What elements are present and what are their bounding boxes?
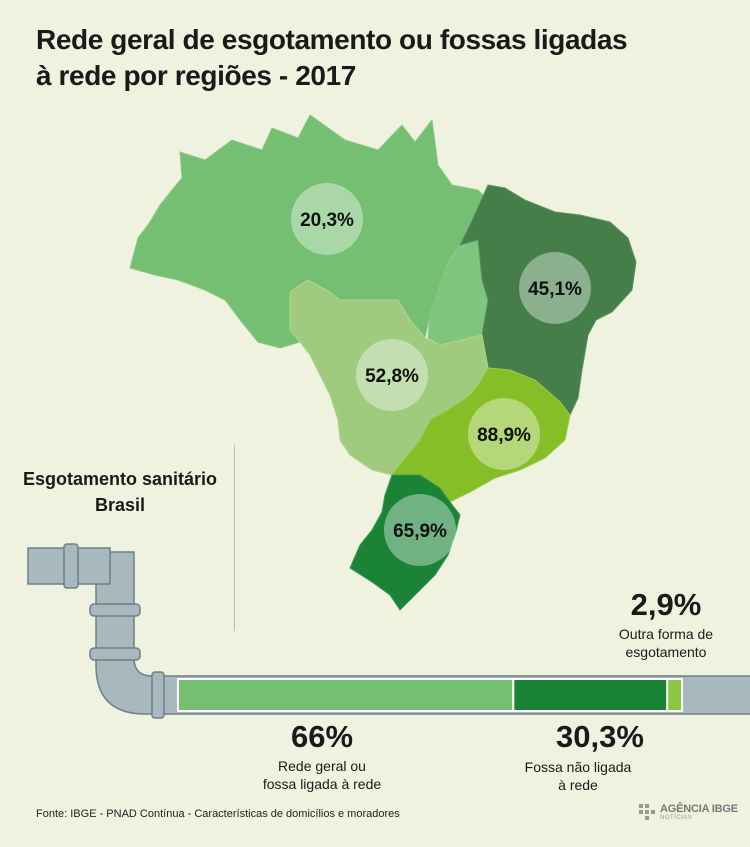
category-fossa-line-1: Fossa não ligada (524, 759, 632, 775)
brasil-title-line-2: Brasil (94, 495, 146, 515)
category-rede-line-1: Rede geral ou (278, 758, 366, 774)
label-nordeste: 45,1% (519, 252, 591, 324)
ibge-logo-icon (639, 804, 655, 820)
pipe-end-flange (151, 671, 165, 719)
chart-title: Rede geral de esgotamento ou fossas liga… (36, 22, 676, 94)
label-text-nordeste: 45,1% (528, 279, 582, 300)
label-text-centro-oeste: 52,8% (365, 366, 419, 387)
agencia-ibge-logo: AGÊNCIA IBGE NOTÍCIAS (636, 800, 738, 824)
logo-subtext: NOTÍCIAS (660, 815, 693, 821)
label-sul: 65,9% (384, 494, 456, 566)
category-outra-line-2: esgotamento (625, 644, 707, 660)
brasil-chart-title: Esgotamento sanitário Brasil (0, 466, 240, 518)
label-circle-sul (384, 494, 456, 566)
category-fossa-line-2: à rede (558, 777, 598, 793)
bar-segment-outra (666, 678, 683, 712)
region-nordeste (459, 184, 637, 416)
pipe-top-flange (63, 543, 79, 589)
label-circle-nordeste (519, 252, 591, 324)
brasil-title-line-1: Esgotamento sanitário (22, 469, 218, 489)
bar-segments (177, 678, 683, 712)
label-circle-centro-oeste (356, 339, 428, 411)
category-rede-line-2: fossa ligada à rede (262, 776, 382, 792)
label-centro-oeste: 52,8% (356, 339, 428, 411)
label-circle-norte (291, 183, 363, 255)
bar-segment-rede (177, 678, 515, 712)
source-note: Fonte: IBGE - PNAD Contínua - Caracterís… (36, 808, 400, 820)
label-text-sudeste: 88,9% (477, 425, 531, 446)
category-label-outra: Outra forma de esgotamento (586, 625, 746, 661)
category-outra-line-1: Outra forma de (618, 626, 714, 642)
bar-segment-fossa (512, 678, 669, 712)
value-label-rede: 66% (290, 719, 354, 754)
label-circle-sudeste (468, 398, 540, 470)
title-line-1: Rede geral de esgotamento ou fossas liga… (36, 24, 628, 55)
divider-line (234, 445, 235, 631)
category-label-fossa: Fossa não ligada à rede (508, 758, 648, 794)
pipe-mid-flange (89, 603, 141, 617)
label-text-sul: 65,9% (393, 521, 447, 542)
label-text-norte: 20,3% (300, 210, 354, 231)
logo-text: AGÊNCIA IBGE (660, 803, 738, 815)
value-label-outra: 2,9% (630, 587, 702, 622)
title-line-2: à rede por regiões - 2017 (36, 60, 356, 91)
region-sul (349, 474, 461, 611)
value-label-fossa: 30,3% (556, 719, 644, 754)
pipe-lower-flange (89, 647, 141, 661)
label-norte: 20,3% (291, 183, 363, 255)
category-label-rede: Rede geral ou fossa ligada à rede (232, 757, 412, 793)
label-sudeste: 88,9% (468, 398, 540, 470)
